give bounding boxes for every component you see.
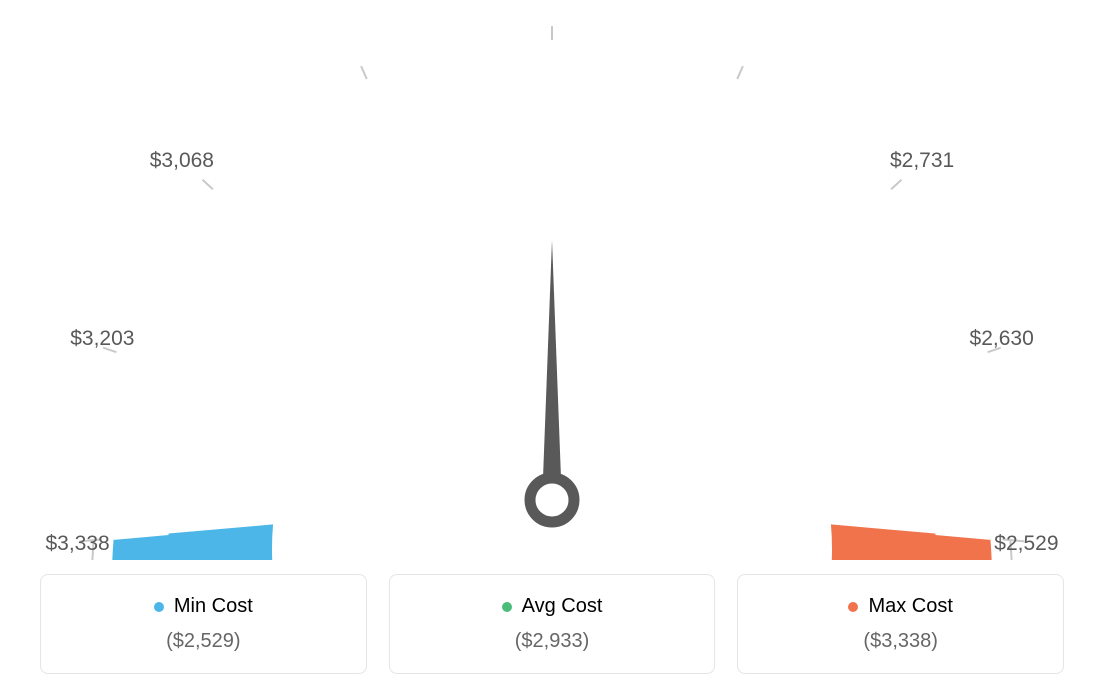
legend-value-avg: ($2,933) (400, 630, 705, 653)
gauge-tick-label: $2,630 (970, 327, 1034, 351)
dot-icon (502, 602, 512, 612)
dot-icon (154, 602, 164, 612)
legend-value-min: ($2,529) (51, 630, 356, 653)
legend-title-avg: Avg Cost (502, 595, 603, 618)
legend-title-min: Min Cost (154, 595, 253, 618)
gauge-svg (0, 0, 1104, 560)
gauge-tick-label: $2,529 (994, 532, 1058, 556)
gauge-tick-label: $3,068 (150, 149, 214, 173)
dot-icon (848, 602, 858, 612)
legend-row: Min Cost ($2,529) Avg Cost ($2,933) Max … (0, 574, 1104, 674)
legend-title-max: Max Cost (848, 595, 952, 618)
legend-card-min: Min Cost ($2,529) (40, 574, 367, 674)
legend-label-max: Max Cost (868, 595, 952, 618)
legend-card-avg: Avg Cost ($2,933) (389, 574, 716, 674)
gauge-tick-label: $3,338 (45, 532, 109, 556)
gauge-tick-label: $2,731 (890, 149, 954, 173)
gauge-chart: $2,529$2,630$2,731$2,933$3,068$3,203$3,3… (0, 0, 1104, 560)
legend-label-avg: Avg Cost (522, 595, 603, 618)
gauge-tick-label: $3,203 (70, 327, 134, 351)
legend-label-min: Min Cost (174, 595, 253, 618)
legend-value-max: ($3,338) (748, 630, 1053, 653)
legend-card-max: Max Cost ($3,338) (737, 574, 1064, 674)
